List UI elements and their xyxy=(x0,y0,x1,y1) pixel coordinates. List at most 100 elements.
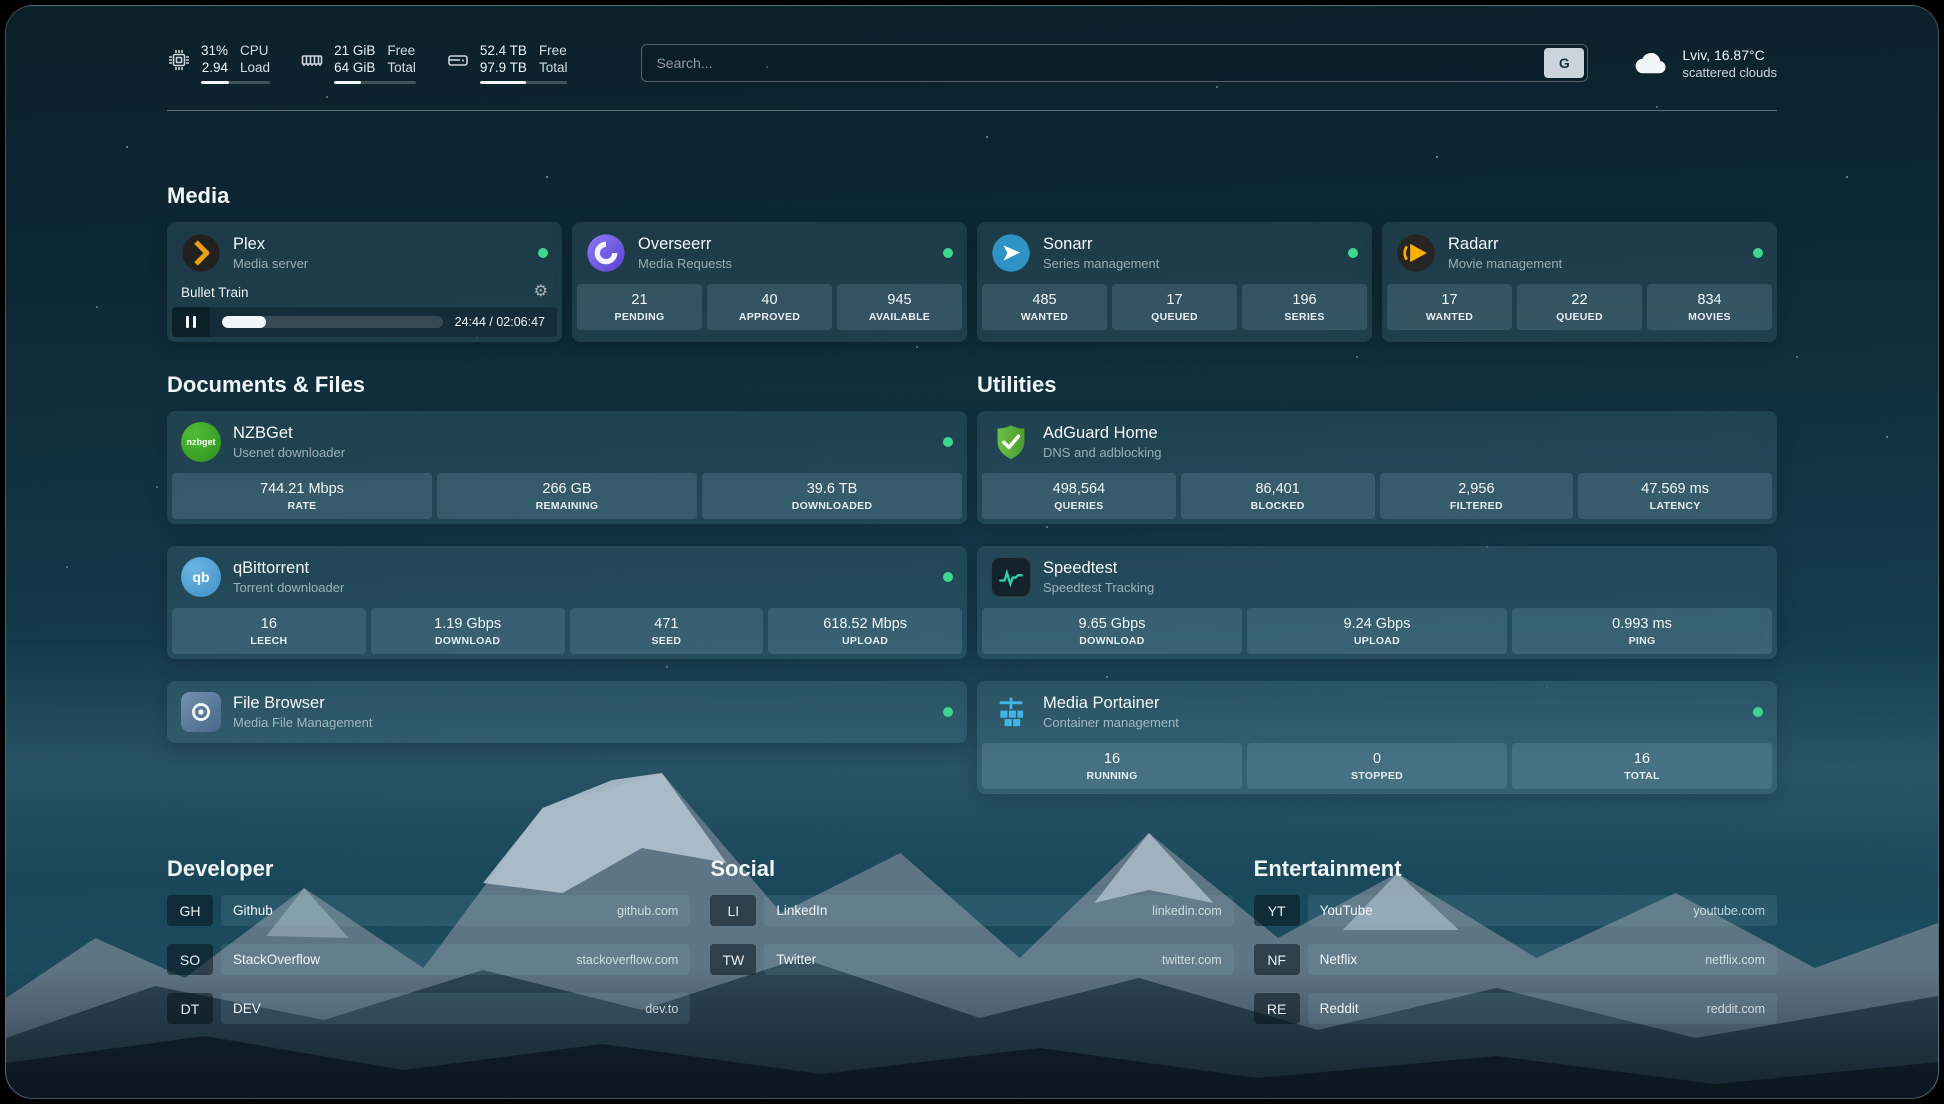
bookmark-abbr: TW xyxy=(710,944,757,975)
service-speedtest[interactable]: Speedtest Speedtest Tracking xyxy=(977,546,1777,608)
bookmark-group-social: Social LI LinkedIn linkedin.com TW Twitt… xyxy=(710,856,1234,1042)
status-dot xyxy=(1753,707,1763,717)
bookmark-reddit[interactable]: RE Reddit reddit.com xyxy=(1253,993,1777,1024)
stat-block: 2,956 FILTERED xyxy=(1379,473,1574,519)
service-filebrowser[interactable]: File Browser Media File Management xyxy=(167,681,967,743)
bookmark-youtube[interactable]: YT YouTube youtube.com xyxy=(1253,895,1777,926)
playback-time: 24:44 / 02:06:47 xyxy=(454,315,545,329)
weather-condition: scattered clouds xyxy=(1682,64,1777,80)
cpu-load-value: 2.94 xyxy=(201,60,229,75)
stat-block: 9.24 Gbps UPLOAD xyxy=(1247,608,1507,654)
bookmark-stackoverflow[interactable]: SO StackOverflow stackoverflow.com xyxy=(167,944,691,975)
bookmark-dev[interactable]: DT DEV dev.to xyxy=(167,993,691,1024)
status-dot xyxy=(1753,248,1763,258)
disk-total-value: 97.9 TB xyxy=(479,60,527,75)
pause-button[interactable] xyxy=(172,307,210,337)
settings-icon[interactable]: ⚙ xyxy=(533,283,548,300)
bookmark-abbr: LI xyxy=(710,895,757,926)
card-qbittorrent: qb qBittorrent Torrent downloader 16 LEE… xyxy=(167,546,967,659)
section-utilities: Utilities xyxy=(977,372,1777,794)
sonarr-icon xyxy=(991,233,1031,273)
memory-progress-bar xyxy=(334,81,416,84)
stat-block: 16 LEECH xyxy=(172,608,366,654)
service-qbittorrent[interactable]: qb qBittorrent Torrent downloader xyxy=(167,546,967,608)
bookmark-url: dev.to xyxy=(645,1001,679,1016)
section-title-documents: Documents & Files xyxy=(167,372,366,397)
status-dot xyxy=(1348,248,1358,258)
service-description: Container management xyxy=(1043,715,1179,730)
memory-free-value: 21 GiB xyxy=(334,43,376,58)
service-overseerr[interactable]: Overseerr Media Requests xyxy=(572,222,967,284)
service-description: Speedtest Tracking xyxy=(1043,580,1155,595)
service-adguard[interactable]: AdGuard Home DNS and adblocking xyxy=(977,411,1777,473)
disk-total-label: Total xyxy=(538,60,568,75)
now-playing-progress: 24:44 / 02:06:47 xyxy=(172,307,557,337)
bookmark-github[interactable]: GH Github github.com xyxy=(167,895,691,926)
section-title-developer: Developer xyxy=(167,856,274,881)
status-dot xyxy=(943,707,953,717)
cpu-icon xyxy=(169,50,189,70)
service-name: qBittorrent xyxy=(233,559,310,577)
bookmark-abbr: GH xyxy=(167,895,213,926)
search-bar: G xyxy=(641,44,1589,82)
service-description: Media Requests xyxy=(638,256,732,271)
status-dot xyxy=(943,248,953,258)
bookmark-name: DEV xyxy=(233,1001,261,1016)
bottom-vignette xyxy=(6,968,1938,1098)
cpu-usage-value: 31% xyxy=(201,43,229,58)
bookmark-url: github.com xyxy=(617,903,679,918)
now-playing-title: Bullet Train xyxy=(181,284,249,300)
service-portainer[interactable]: Media Portainer Container management xyxy=(977,681,1777,743)
stat-block: 9.65 Gbps DOWNLOAD xyxy=(982,608,1242,654)
service-sonarr[interactable]: Sonarr Series management xyxy=(977,222,1372,284)
service-name: AdGuard Home xyxy=(1043,424,1158,442)
cloud-icon xyxy=(1635,52,1666,74)
status-dot xyxy=(943,572,953,582)
service-description: Media File Management xyxy=(233,715,373,730)
bookmark-abbr: RE xyxy=(1253,993,1300,1024)
memory-total-value: 64 GiB xyxy=(334,60,376,75)
service-name: NZBGet xyxy=(233,424,293,442)
stat-block: 16 TOTAL xyxy=(1512,743,1772,789)
top-bar: 31% 2.94 CPU Load xyxy=(167,42,1777,84)
service-name: Overseerr xyxy=(638,235,712,253)
cpu-progress-bar xyxy=(201,81,271,84)
service-name: Speedtest xyxy=(1043,559,1118,577)
stat-block: 17 QUEUED xyxy=(1112,284,1237,330)
service-plex[interactable]: Plex Media server xyxy=(167,222,562,284)
memory-widget: 21 GiB 64 GiB Free Total xyxy=(300,42,416,84)
service-radarr[interactable]: Radarr Movie management xyxy=(1382,222,1777,284)
stat-block: 22 QUEUED xyxy=(1517,284,1642,330)
bookmark-name: StackOverflow xyxy=(233,952,321,967)
bookmark-name: LinkedIn xyxy=(776,903,828,918)
disk-free-label: Free xyxy=(538,43,567,58)
weather-widget: Lviv, 16.87°C scattered clouds xyxy=(1632,44,1777,82)
stars-decoration xyxy=(6,6,8,8)
bookmark-netflix[interactable]: NF Netflix netflix.com xyxy=(1253,944,1777,975)
bookmark-abbr: SO xyxy=(167,944,213,975)
bookmark-abbr: DT xyxy=(167,993,213,1024)
service-nzbget[interactable]: nzbget NZBGet Usenet downloader xyxy=(167,411,967,473)
plex-icon xyxy=(181,233,221,273)
stat-block: 21 PENDING xyxy=(577,284,702,330)
cpu-usage-label: CPU xyxy=(240,43,269,58)
bookmark-twitter[interactable]: TW Twitter twitter.com xyxy=(710,944,1234,975)
disk-progress-bar xyxy=(479,81,568,84)
topbar-divider xyxy=(167,110,1777,111)
bookmark-abbr: YT xyxy=(1253,895,1300,926)
bookmark-name: Reddit xyxy=(1319,1001,1359,1016)
search-provider-button[interactable]: G xyxy=(1544,48,1585,78)
bookmark-url: netflix.com xyxy=(1705,952,1765,967)
memory-free-label: Free xyxy=(387,43,416,58)
bookmark-name: YouTube xyxy=(1319,903,1373,918)
cpu-load-label: Load xyxy=(240,60,271,75)
search-input[interactable] xyxy=(642,55,1542,71)
adguard-icon xyxy=(991,422,1031,462)
bookmark-abbr: NF xyxy=(1253,944,1300,975)
bookmark-linkedin[interactable]: LI LinkedIn linkedin.com xyxy=(710,895,1234,926)
section-title-utilities: Utilities xyxy=(977,372,1057,397)
service-name: Plex xyxy=(233,235,266,253)
card-sonarr: Sonarr Series management 485 WANTED 17 Q… xyxy=(977,222,1372,342)
portainer-icon xyxy=(991,692,1031,732)
dashboard-window: 31% 2.94 CPU Load xyxy=(5,5,1939,1099)
